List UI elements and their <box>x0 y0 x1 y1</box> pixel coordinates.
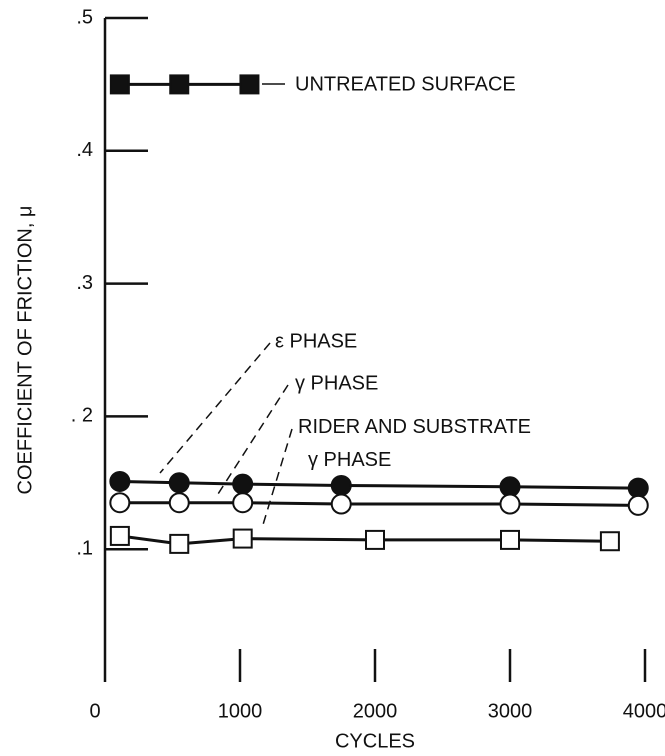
y-tick-label: .4 <box>76 139 93 161</box>
marker <box>627 494 649 516</box>
y-tick-label: . 2 <box>71 405 93 427</box>
marker <box>232 492 254 514</box>
label-line: RIDER AND SUBSTRATE <box>298 416 531 438</box>
leader-line <box>159 342 271 474</box>
y-axis-label: COEFFICIENT OF FRICTION, μ <box>14 206 36 495</box>
marker <box>168 492 190 514</box>
marker <box>169 533 190 554</box>
series-label: RIDER AND SUBSTRATE γ PHASE <box>298 416 531 471</box>
leader-line <box>217 384 289 495</box>
marker <box>599 531 620 552</box>
marker <box>330 474 352 496</box>
x-axis-label: CYCLES <box>335 730 415 752</box>
x-tick-label: 0 <box>89 700 100 722</box>
marker <box>168 472 190 494</box>
x-tick-label: 4000 <box>623 700 665 722</box>
marker <box>500 529 520 550</box>
series-line <box>119 479 639 490</box>
series-label: UNTREATED SURFACE <box>295 73 516 95</box>
marker <box>109 525 130 546</box>
marker <box>627 477 649 499</box>
x-tick-label: 1000 <box>218 700 263 722</box>
y-tick-label: .1 <box>76 537 93 559</box>
marker <box>232 528 253 549</box>
marker <box>109 470 131 492</box>
label-line: γ PHASE <box>308 449 391 471</box>
marker <box>499 476 521 498</box>
marker <box>109 492 131 514</box>
x-tick-label: 3000 <box>488 700 533 722</box>
series-label: ε PHASE <box>275 330 357 352</box>
y-tick-label: .5 <box>76 6 93 28</box>
x-tick-label: 2000 <box>353 700 398 722</box>
marker <box>365 529 385 550</box>
marker <box>109 74 130 95</box>
marker <box>232 473 254 495</box>
series-line <box>119 534 610 546</box>
series-line <box>119 501 639 507</box>
marker <box>169 74 190 95</box>
leader-line <box>261 428 293 529</box>
series-label: γ PHASE <box>295 372 378 394</box>
y-tick-label: .3 <box>76 272 93 294</box>
marker <box>330 493 352 515</box>
marker <box>499 493 521 515</box>
marker <box>239 74 260 95</box>
